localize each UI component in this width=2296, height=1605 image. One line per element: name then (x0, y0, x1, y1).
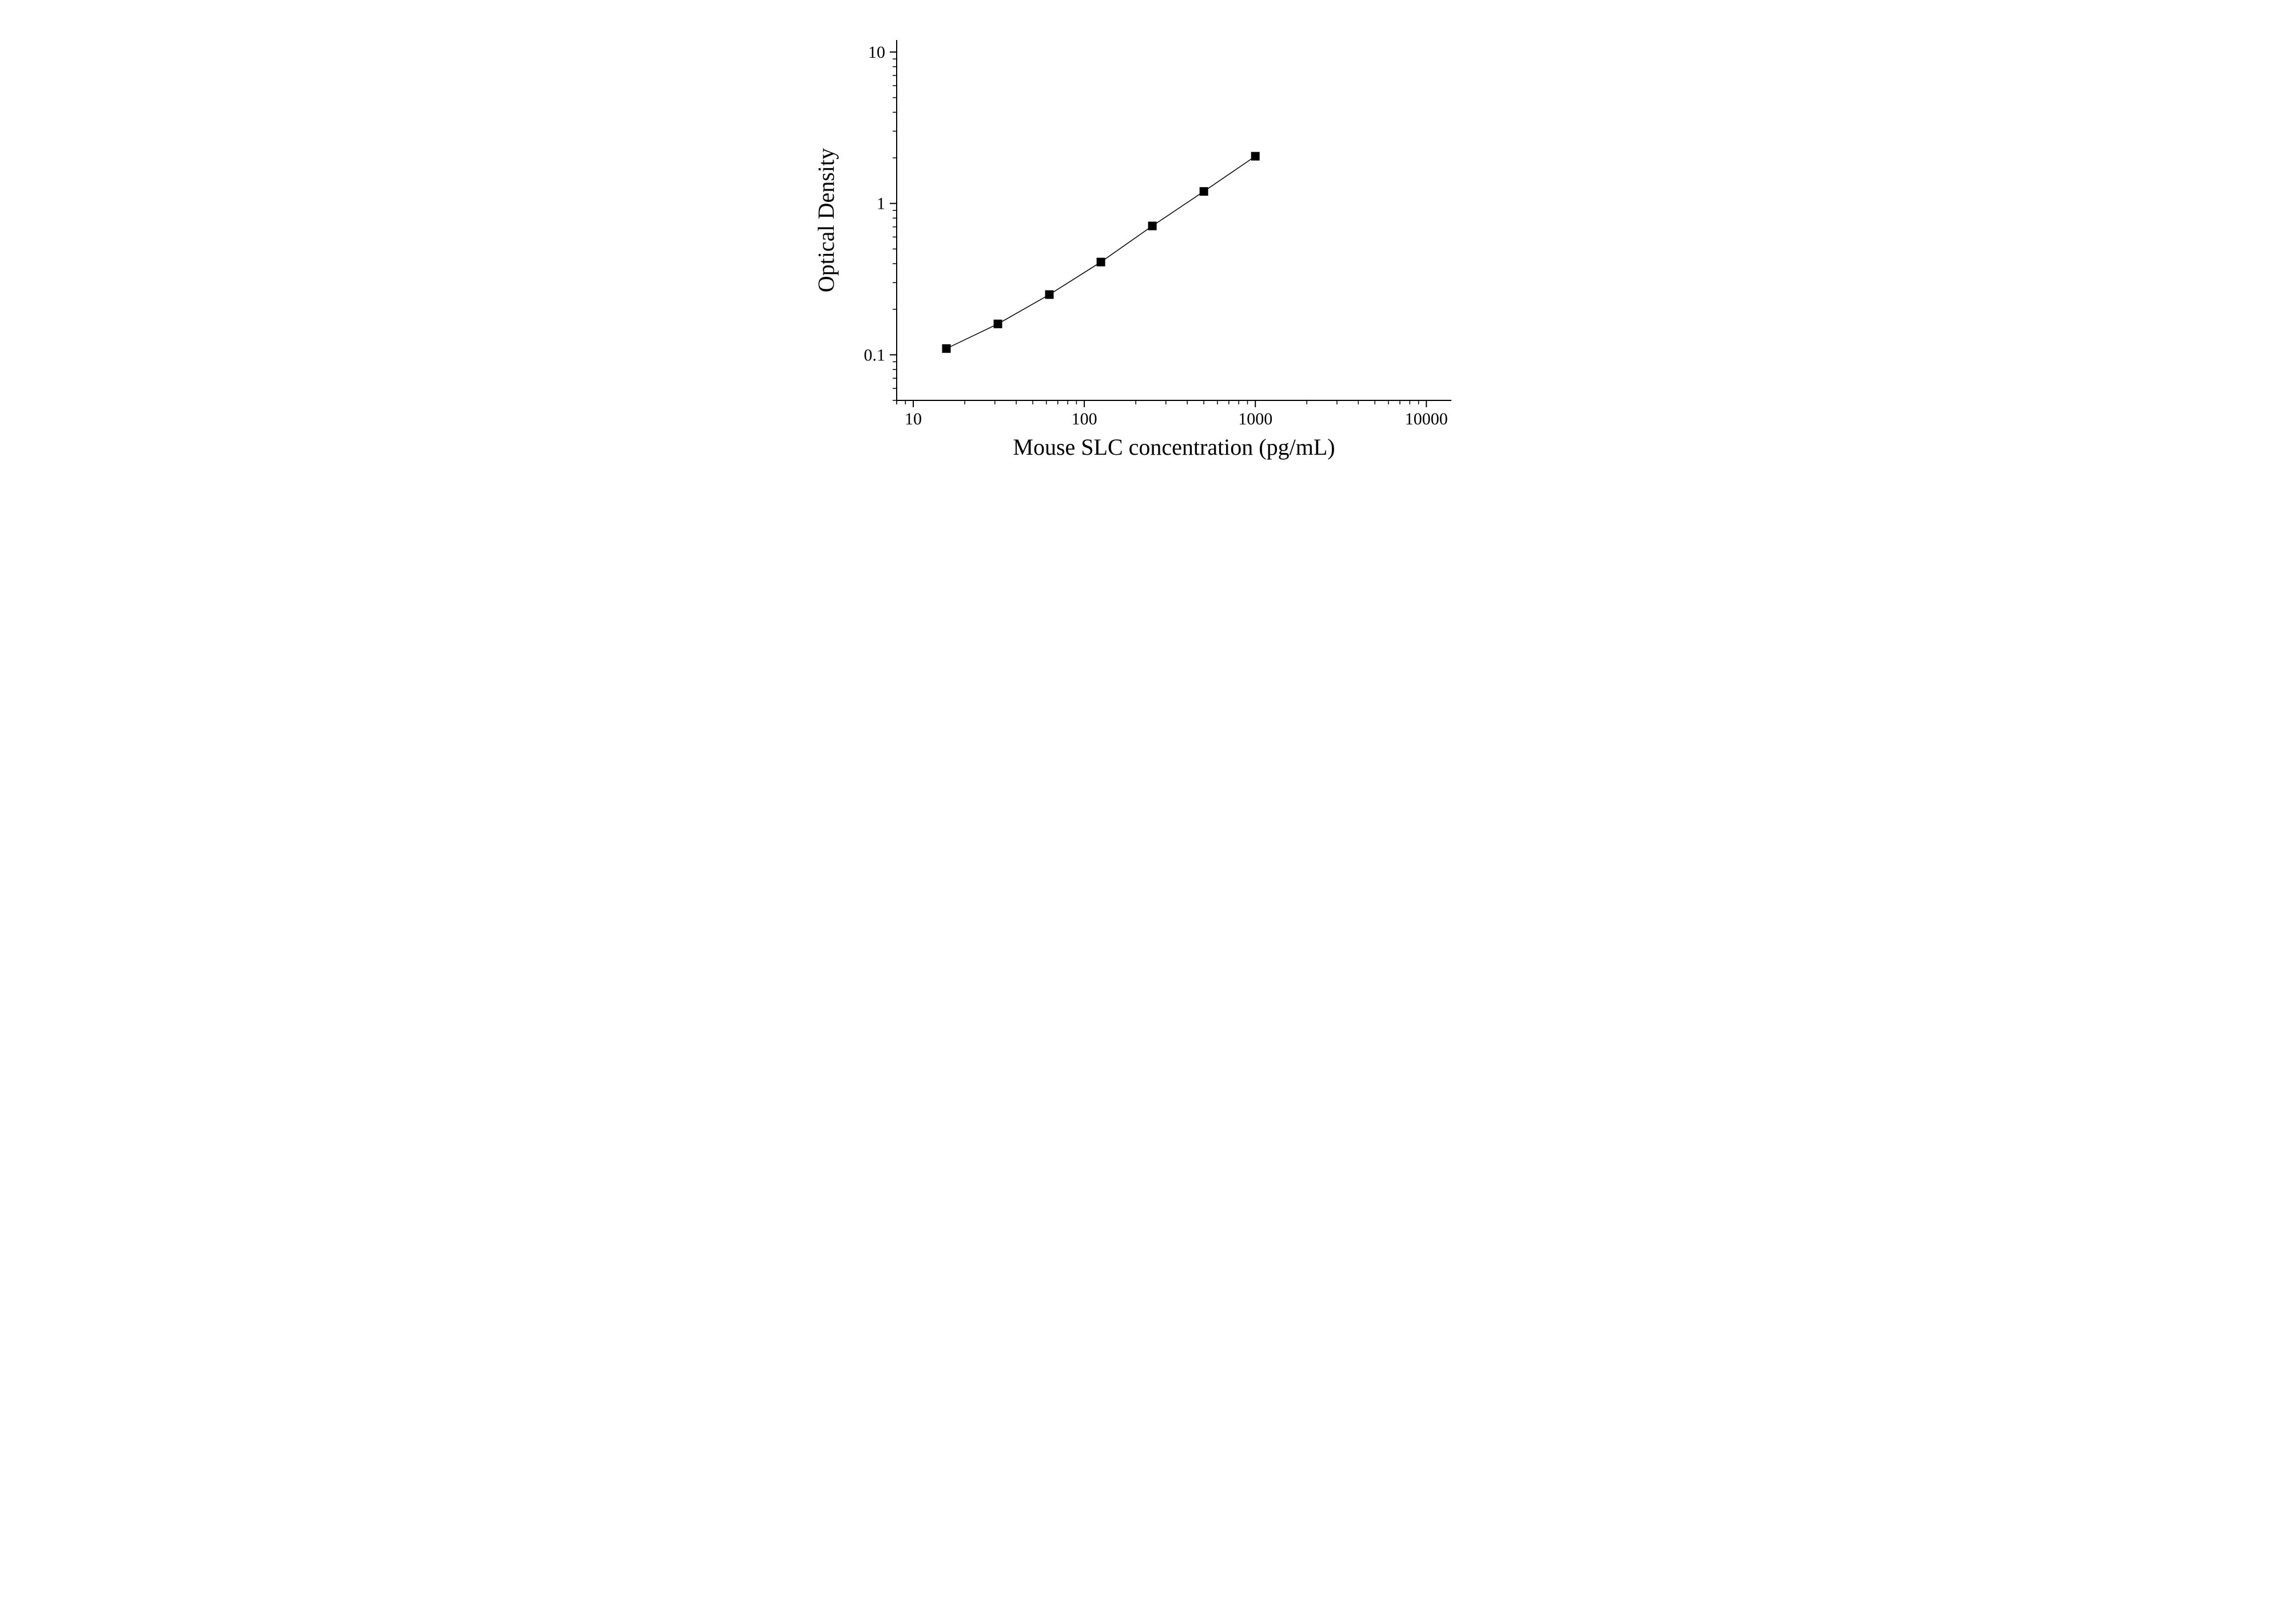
data-point-marker (1251, 152, 1259, 160)
y-axis-label: Optical Density (813, 148, 839, 292)
data-point-marker (993, 320, 1001, 328)
x-tick-label: 10 (904, 410, 921, 428)
data-point-marker (1200, 188, 1208, 196)
y-tick-label: 10 (868, 43, 885, 62)
x-tick-label: 1000 (1238, 410, 1272, 428)
chart-svg: 10 100 1000 10000 0.1 1 10 Mouse SLC concentrat… (782, 0, 1514, 512)
x-axis-label: Mouse SLC concentration (pg/mL) (1013, 434, 1335, 460)
x-tick-label: 10000 (1404, 410, 1447, 428)
data-point-marker (942, 344, 950, 352)
y-tick-label: 1 (877, 194, 885, 213)
x-tick-label: 100 (1071, 410, 1097, 428)
y-tick-label: 0.1 (864, 345, 885, 364)
chart-container: 10 100 1000 10000 0.1 1 10 Mouse SLC concentrat… (782, 0, 1514, 512)
data-point-marker (1097, 258, 1105, 266)
data-point-marker (1148, 222, 1156, 230)
data-point-marker (1045, 291, 1053, 299)
